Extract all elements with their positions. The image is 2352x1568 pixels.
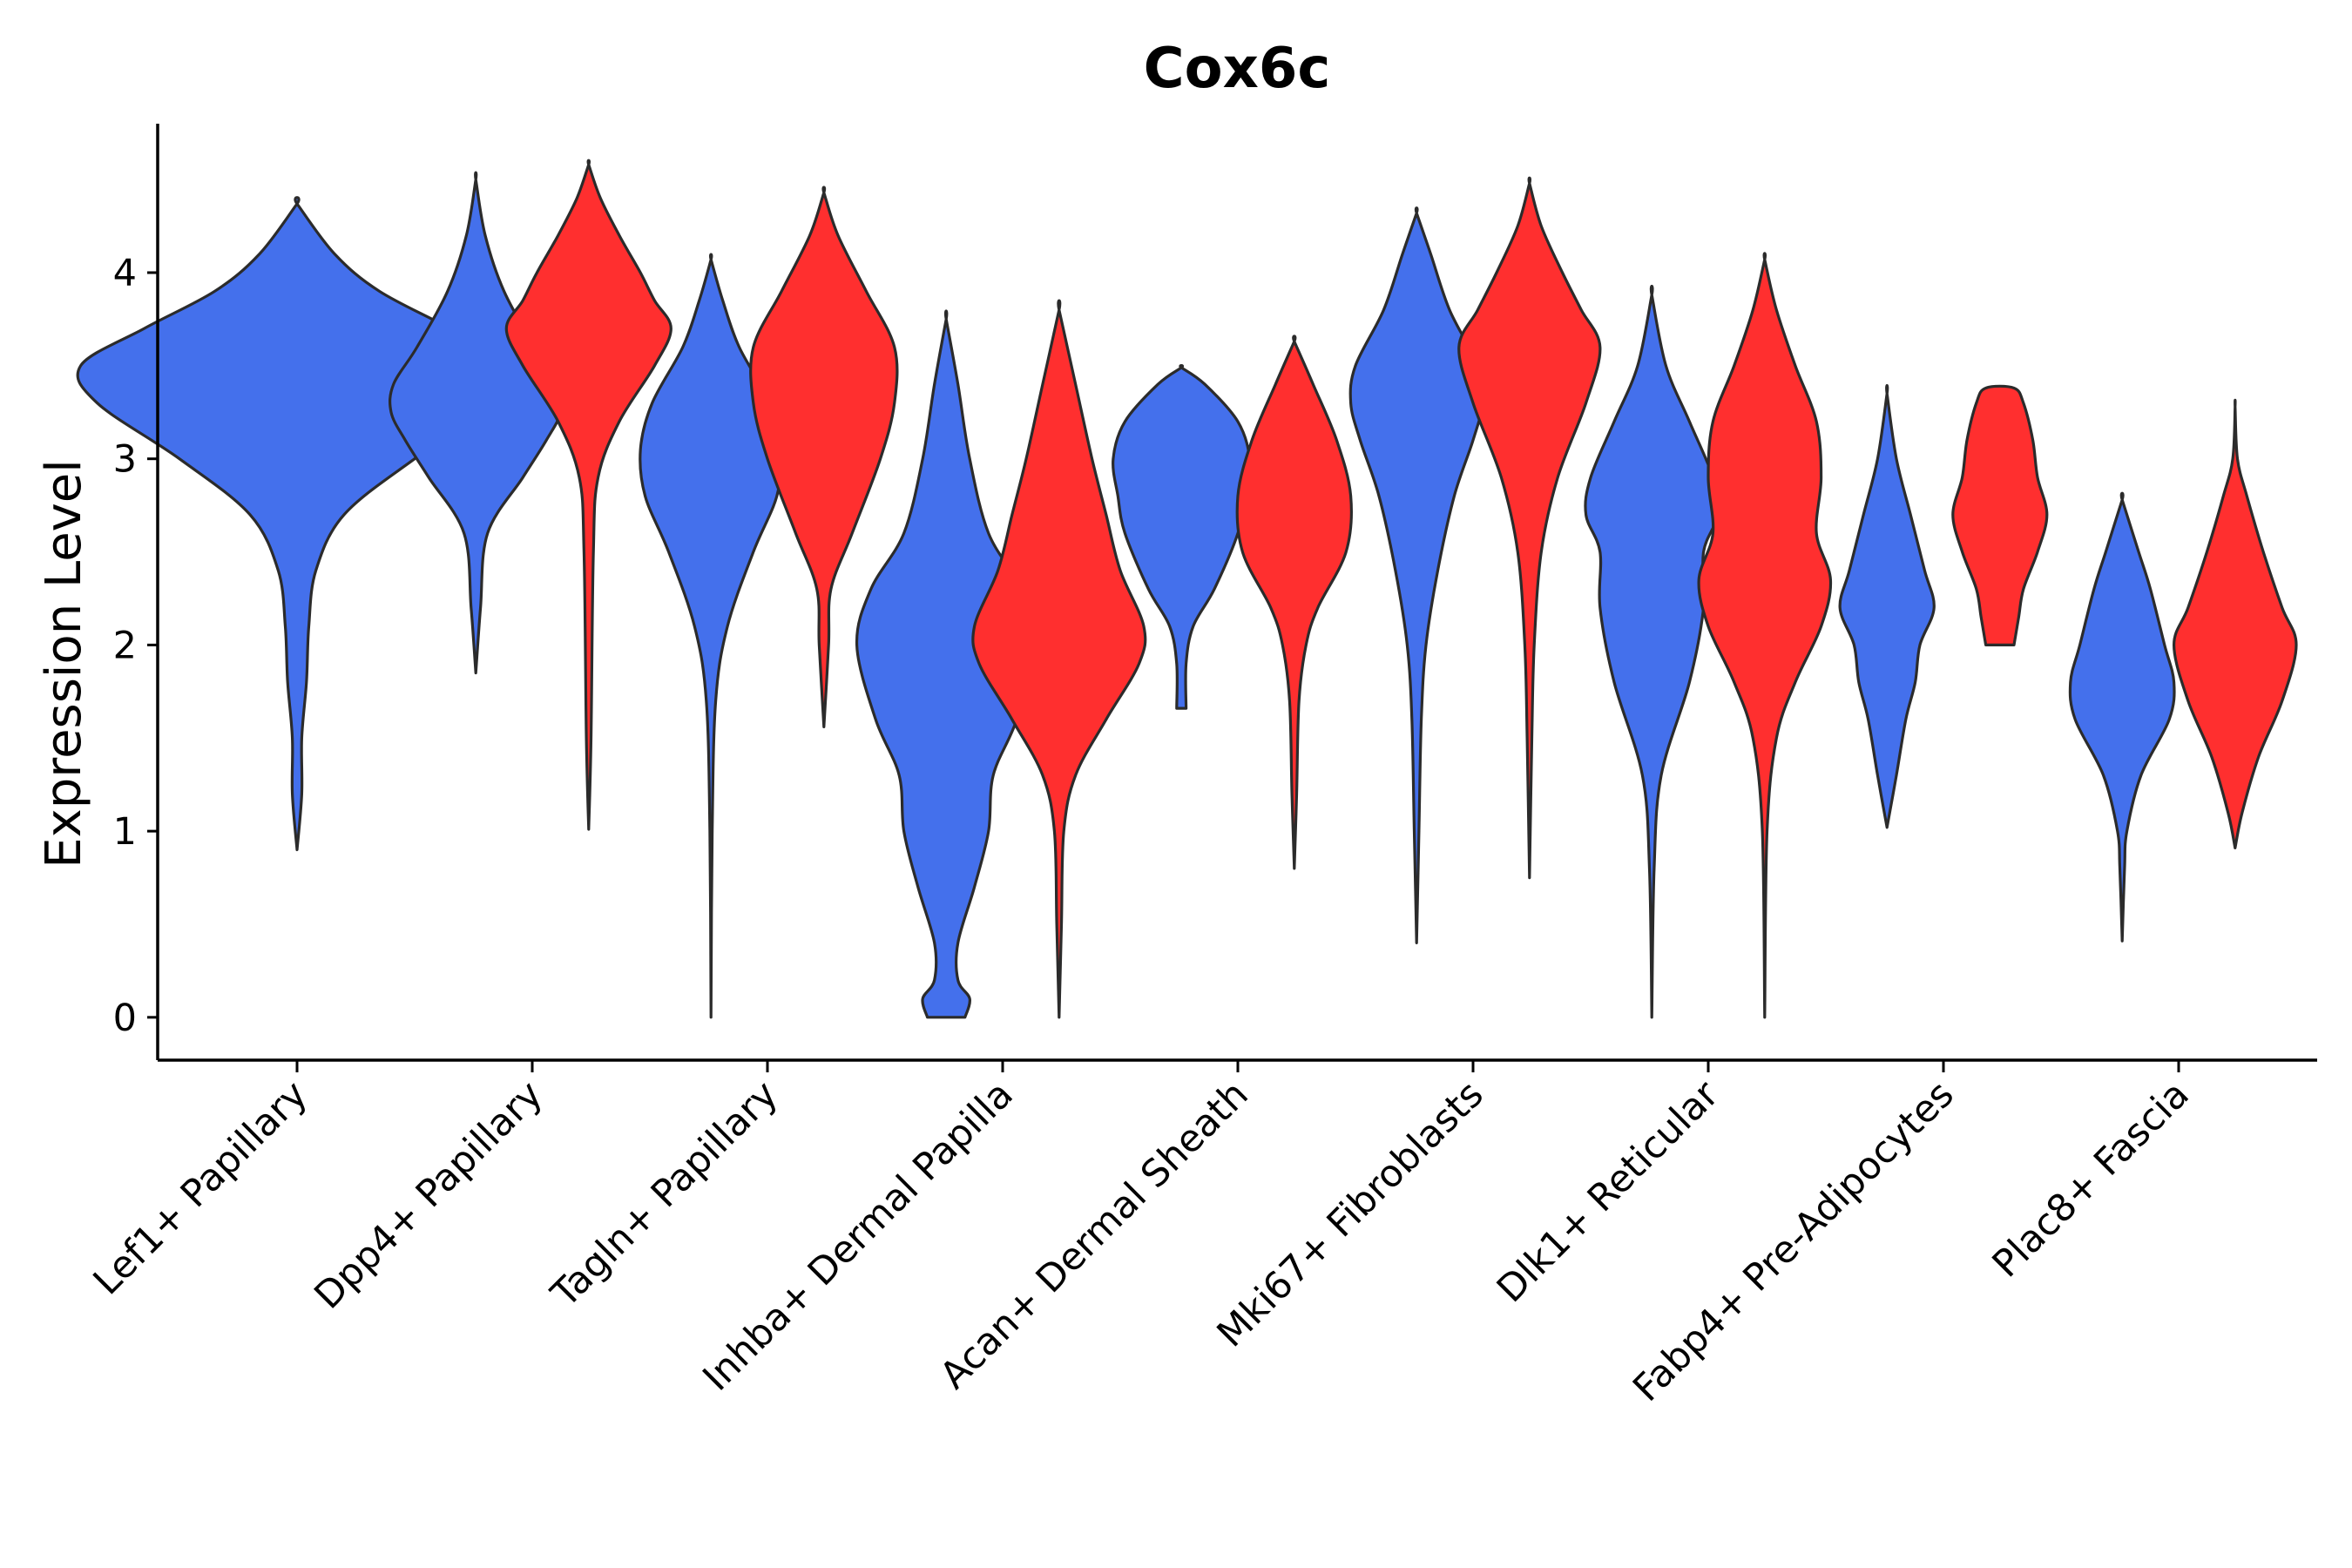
violin-8-group_a [1838, 383, 1936, 829]
y-tick-label: 0 [113, 997, 137, 1040]
violin-5-group_b [1235, 335, 1353, 870]
x-tick-label: Dlk1+ Reticular [1489, 1072, 1727, 1311]
violin-9-group_a [2068, 491, 2176, 943]
x-tick-label: Tagln+ Papillary [543, 1072, 787, 1316]
violin-7-group_a [1584, 284, 1720, 1019]
violins-layer [76, 159, 2298, 1019]
y-tick-label: 1 [113, 810, 137, 854]
violin-4-group_b [971, 299, 1147, 1019]
violin-3-group_b [749, 186, 899, 728]
violin-3-group_a [639, 253, 784, 1019]
y-tick-label: 2 [113, 624, 137, 667]
violin-6-group_b [1457, 176, 1602, 880]
violin-4-group_a [855, 309, 1037, 1019]
violin-5-group_a [1112, 364, 1252, 710]
x-tick-label: Dpp4+ Papillary [307, 1072, 551, 1317]
y-axis-label: Expression Level [36, 459, 92, 868]
x-tick-label: Mki67+ Fibroblasts [1209, 1072, 1492, 1355]
x-tick-label: Plac8+ Fascia [1984, 1072, 2198, 1286]
x-tick-label: Lef1+ Papillary [85, 1072, 316, 1303]
violin-7-group_b [1697, 252, 1833, 1019]
violin-2-group_a [388, 171, 564, 675]
y-axis-ticks: 0 1 2 3 4 [113, 252, 158, 1040]
violin-6-group_a [1348, 206, 1484, 944]
chart-title: Cox6c [1144, 37, 1331, 101]
violin-9-group_b [2173, 398, 2298, 849]
violin-2-group_b [504, 159, 672, 831]
violin-8-group_b [1951, 384, 2049, 646]
y-tick-label: 4 [113, 252, 137, 295]
y-tick-label: 3 [113, 438, 137, 482]
